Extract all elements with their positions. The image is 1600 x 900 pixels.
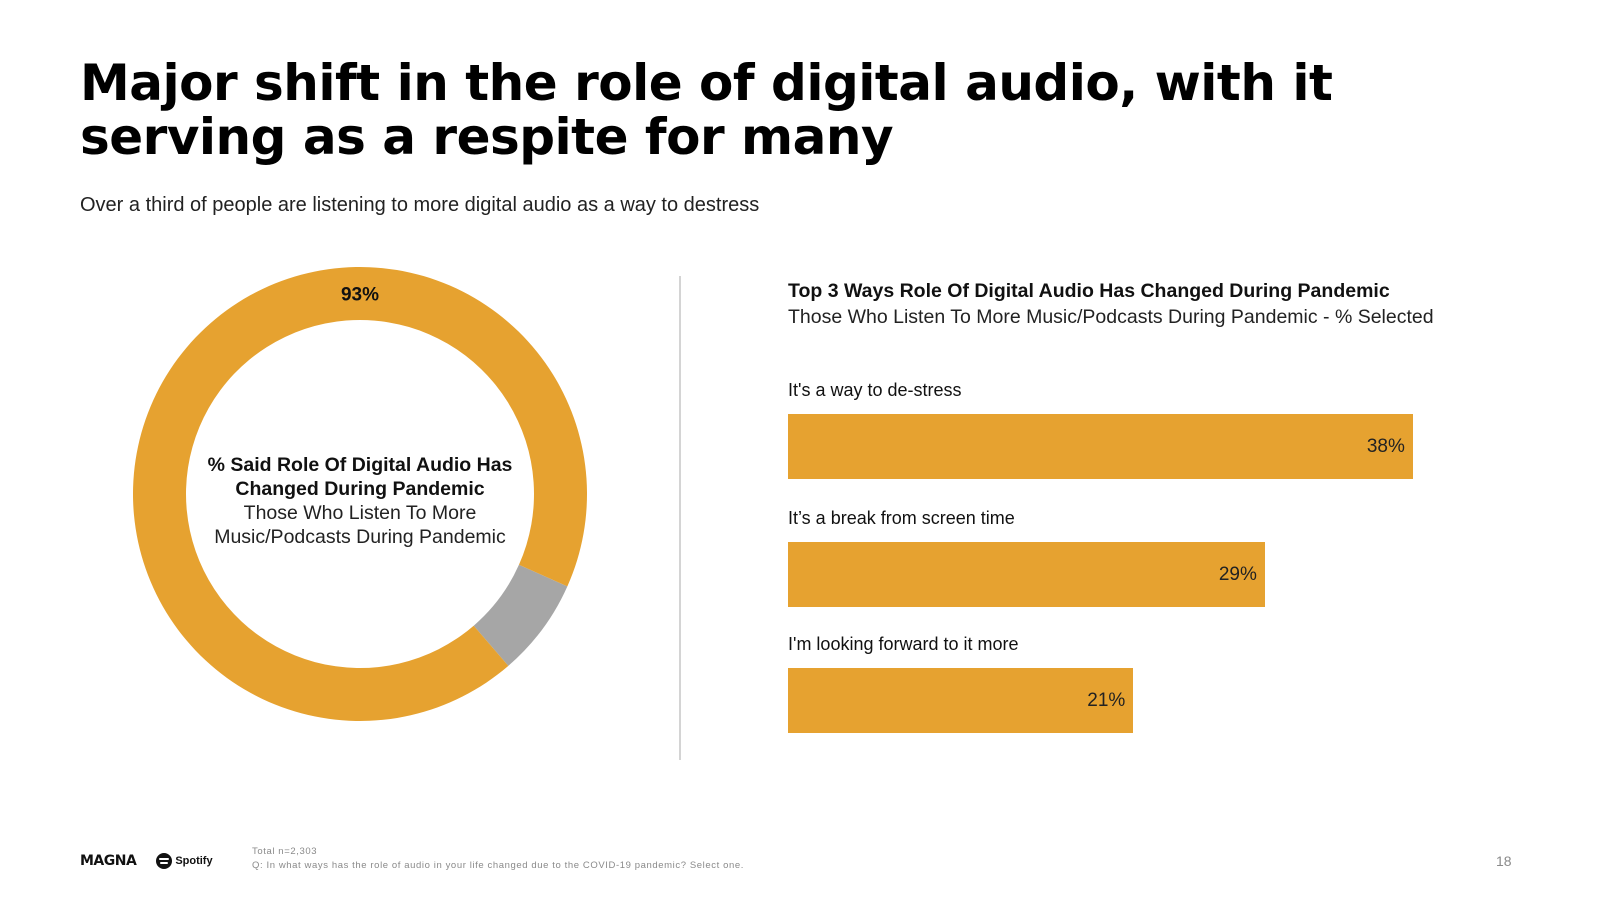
bar-category-label: It's a way to de-stress <box>788 380 962 400</box>
bar-category-label: I'm looking forward to it more <box>788 634 1019 654</box>
footnote-base: Total n=2,303 <box>252 846 318 857</box>
footnote: Total n=2,303 Q: In what ways has the ro… <box>252 845 744 873</box>
bar-chart-subtitle: Those Who Listen To More Music/Podcasts … <box>788 306 1434 328</box>
footnote-question: Q: In what ways has the role of audio in… <box>252 860 744 871</box>
donut-center-subtitle: Those Who Listen To More Music/Podcasts … <box>214 502 506 548</box>
page-subtitle: Over a third of people are listening to … <box>80 194 760 216</box>
donut-slice-not-changed <box>473 564 568 666</box>
bar: 21% <box>788 668 1134 733</box>
footer-logos: MAGNA Spotify <box>80 853 213 869</box>
bar-category-label: It’s a break from screen time <box>788 508 1015 528</box>
spotify-icon <box>156 853 173 869</box>
bar-value-label: 29% <box>1218 563 1257 585</box>
bar: 38% <box>788 414 1413 479</box>
donut-value-label: 93% <box>341 285 379 306</box>
donut-center-label: % Said Role Of Digital Audio Has Changed… <box>205 453 515 549</box>
bar-value-label: 21% <box>1087 689 1126 711</box>
spotify-logo-text: Spotify <box>175 855 213 867</box>
bar-chart: It's a way to de-stress 38% It’s a break f… <box>788 380 1528 760</box>
page-title: Major shift in the role of digital audio… <box>80 54 1333 166</box>
donut-chart: 93% <box>132 267 587 721</box>
bar-chart-title: Top 3 Ways Role Of Digital Audio Has Cha… <box>788 280 1390 302</box>
magna-logo: MAGNA <box>80 853 137 869</box>
bar-value-label: 38% <box>1366 435 1405 457</box>
page-number: 18 <box>1496 853 1512 869</box>
section-divider <box>679 276 681 760</box>
donut-center-title: % Said Role Of Digital Audio Has Changed… <box>207 454 513 500</box>
spotify-logo: Spotify <box>156 853 213 869</box>
bar: 29% <box>788 542 1265 607</box>
